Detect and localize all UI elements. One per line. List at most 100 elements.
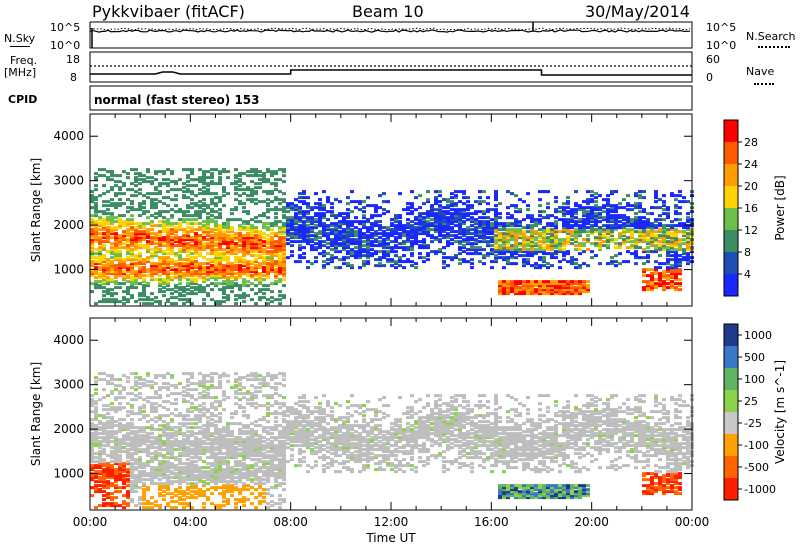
power-cell [494, 212, 498, 216]
power-cell [134, 222, 138, 226]
power-cell [246, 174, 250, 178]
power-cell [450, 208, 454, 212]
power-cell [442, 220, 446, 224]
power-cell [586, 210, 590, 214]
power-cell [590, 232, 594, 236]
power-cell [666, 282, 670, 286]
power-cell [458, 248, 462, 252]
power-cell [334, 224, 338, 228]
power-cell [346, 238, 350, 242]
power-cell [174, 296, 178, 300]
power-cell [126, 240, 130, 244]
power-cell [326, 232, 330, 236]
power-cell [398, 216, 402, 220]
power-cell [282, 238, 286, 242]
power-cell [154, 254, 158, 258]
power-cell [254, 284, 258, 288]
power-cell [122, 224, 126, 228]
power-cell [434, 208, 438, 212]
velocity-cell [190, 440, 194, 444]
power-cell [670, 240, 674, 244]
velocity-cell [166, 486, 170, 490]
power-cell [106, 236, 110, 240]
power-cell [298, 232, 302, 236]
power-cell [586, 234, 590, 238]
power-cell [274, 276, 278, 280]
power-cell [90, 274, 94, 278]
power-cell [594, 220, 598, 224]
velocity-cell [138, 382, 142, 386]
power-cell [362, 248, 366, 252]
power-cell [554, 210, 558, 214]
power-cell [382, 192, 386, 196]
power-cell [446, 218, 450, 222]
power-cell [110, 170, 114, 174]
power-cell [554, 228, 558, 232]
velocity-cell [186, 466, 190, 470]
velocity-cell [190, 388, 194, 392]
power-cell [286, 232, 290, 236]
power-cell [646, 212, 650, 216]
velocity-cell [130, 484, 134, 488]
velocity-cell [94, 442, 98, 446]
power-cell [366, 236, 370, 240]
power-cell [166, 262, 170, 266]
velocity-cell [146, 500, 150, 504]
power-cell [258, 278, 262, 282]
power-cell [130, 202, 134, 206]
power-cell [590, 250, 594, 254]
power-cell [178, 218, 182, 222]
power-cell [578, 232, 582, 236]
power-cell [178, 256, 182, 260]
power-cell [482, 238, 486, 242]
power-cell [114, 256, 118, 260]
power-cell [126, 234, 130, 238]
power-cell [222, 290, 226, 294]
power-cell [290, 222, 294, 226]
power-cell [218, 170, 222, 174]
power-cell [362, 240, 366, 244]
power-cell [234, 284, 238, 288]
power-cell [522, 288, 526, 292]
power-cell [590, 228, 594, 232]
velocity-cell [166, 442, 170, 446]
power-cell [226, 278, 230, 282]
power-cell [490, 230, 494, 234]
power-cell [610, 262, 614, 266]
power-cell [110, 204, 114, 208]
power-cell [450, 256, 454, 260]
power-cell [322, 240, 326, 244]
velocity-cell [90, 464, 94, 468]
velocity-cell [162, 468, 166, 472]
power-cell [510, 262, 514, 266]
power-cell [674, 244, 678, 248]
velocity-cell [118, 430, 122, 434]
power-cell [234, 250, 238, 254]
power-cell [442, 246, 446, 250]
power-cell [270, 190, 274, 194]
power-cell [574, 240, 578, 244]
power-cell [186, 288, 190, 292]
power-cell [686, 260, 690, 264]
power-cell [222, 222, 226, 226]
velocity-cell [162, 462, 166, 466]
velocity-cell [182, 506, 186, 510]
power-cell [210, 264, 214, 268]
power-cell [654, 220, 658, 224]
power-cell [354, 216, 358, 220]
power-cell [658, 280, 662, 284]
power-cell [182, 240, 186, 244]
power-cell [498, 292, 502, 296]
power-cell [674, 228, 678, 232]
power-cell [226, 266, 230, 270]
power-cell [494, 242, 498, 246]
power-cell [478, 248, 482, 252]
velocity-cell [98, 454, 102, 458]
power-cell [134, 276, 138, 280]
power-cell [422, 260, 426, 264]
velocity-cell [178, 440, 182, 444]
power-cell [154, 202, 158, 206]
velocity-cell [142, 440, 146, 444]
power-cell [386, 232, 390, 236]
velocity-cell [162, 456, 166, 460]
